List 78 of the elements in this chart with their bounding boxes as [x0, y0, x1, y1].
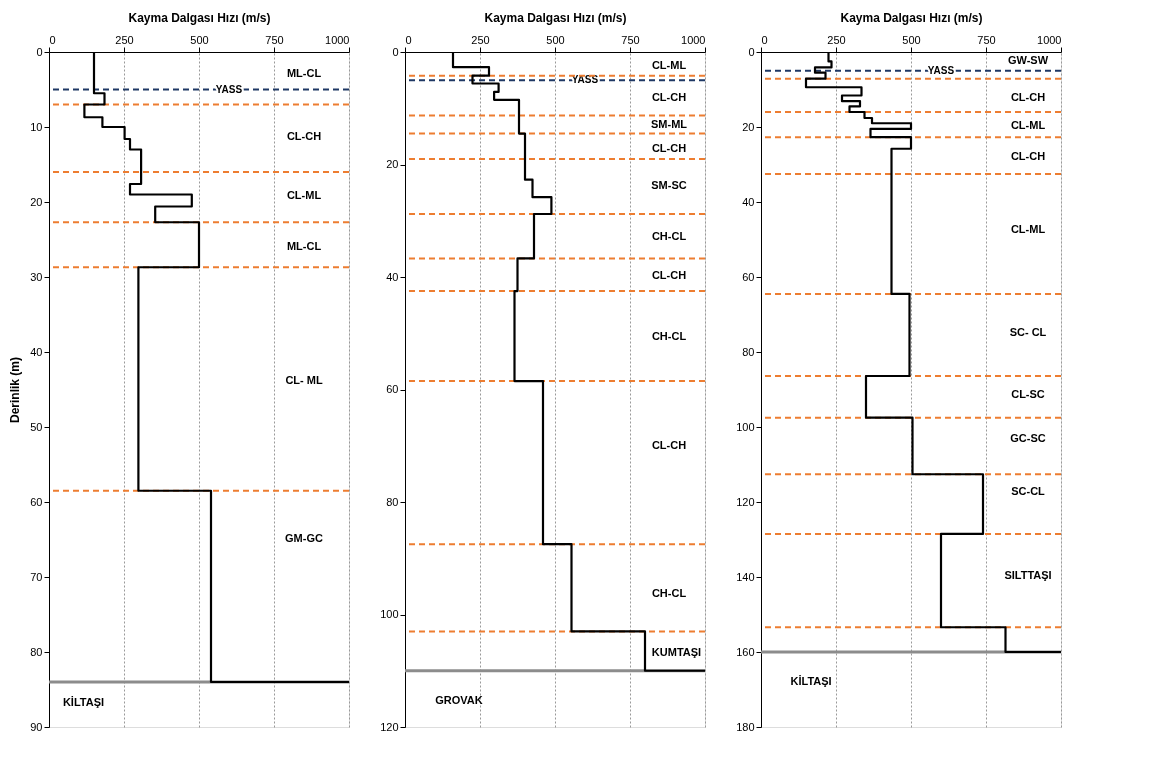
- annotation: CL-ML: [286, 189, 322, 202]
- annotation: KİLTAŞI: [790, 674, 832, 687]
- x-tick-label: 0: [405, 33, 412, 46]
- x-tick-label: 750: [977, 33, 996, 46]
- annotation: GROVAK: [435, 693, 483, 706]
- ref-line-label: YASS: [215, 83, 243, 95]
- y-tick-label: 20: [386, 158, 399, 170]
- y-tick-label: 0: [36, 45, 43, 58]
- annotation: CL-ML: [1010, 222, 1046, 235]
- annotation: ML-CL: [286, 67, 322, 80]
- annotation: SM-ML: [650, 117, 688, 130]
- x-tick-label: 750: [621, 33, 640, 46]
- x-axis-title: Kayma Dalgası Hızı (m/s): [840, 10, 983, 25]
- x-tick-label: 1000: [325, 33, 350, 46]
- annotation: CH-CL: [651, 329, 687, 342]
- y-tick-label: 60: [30, 495, 43, 508]
- annotation: CL-CH: [1010, 90, 1046, 103]
- y-tick-label: 120: [736, 495, 755, 508]
- annotation: SC- CL: [1009, 325, 1047, 338]
- annotation: KUMTAŞI: [651, 645, 702, 658]
- y-tick-label: 80: [386, 495, 399, 508]
- y-tick-label: 40: [742, 195, 755, 208]
- annotation: CL-ML: [651, 58, 687, 71]
- y-tick-label: 20: [30, 195, 43, 208]
- y-tick-label: 0: [748, 45, 755, 58]
- x-tick-label: 500: [546, 33, 565, 46]
- annotation: CL- ML: [285, 374, 323, 387]
- x-tick-label: 500: [190, 33, 209, 46]
- annotation: CL-CH: [286, 130, 322, 143]
- y-axis-title: Derinlik (m): [8, 356, 23, 424]
- y-tick-label: 80: [30, 645, 43, 658]
- x-tick-label: 1000: [681, 33, 706, 46]
- y-tick-label: 30: [30, 270, 43, 283]
- y-tick-label: 140: [736, 570, 755, 583]
- y-tick-label: 100: [380, 608, 399, 620]
- x-tick-label: 0: [49, 33, 56, 46]
- annotation: CL-CH: [651, 269, 687, 282]
- annotation: CL-CH: [651, 439, 687, 452]
- y-tick-label: 0: [392, 45, 399, 58]
- annotation: SC-CL: [1011, 485, 1046, 498]
- annotation: GM-GC: [285, 532, 323, 545]
- y-tick-label: 50: [30, 420, 43, 433]
- x-tick-label: 500: [902, 33, 921, 46]
- annotation: CL-CH: [651, 141, 687, 154]
- annotation: GC-SC: [1010, 432, 1046, 445]
- x-tick-label: 250: [471, 33, 490, 46]
- y-tick-label: 180: [736, 720, 755, 733]
- annotation: ML-CL: [286, 240, 322, 253]
- y-tick-label: 60: [386, 383, 399, 395]
- annotation: CH-CL: [651, 587, 687, 600]
- annotation: GW-SW: [1007, 54, 1049, 67]
- annotation: CL-CH: [651, 90, 687, 103]
- x-tick-label: 250: [827, 33, 846, 46]
- annotation: SM-SC: [651, 179, 687, 192]
- y-tick-label: 90: [30, 720, 43, 733]
- y-tick-label: 20: [742, 120, 755, 133]
- x-tick-label: 750: [265, 33, 284, 46]
- annotation: KİLTAŞI: [62, 695, 105, 708]
- y-tick-label: 40: [386, 270, 399, 283]
- annotation: SILTTAŞI: [1004, 568, 1052, 581]
- y-tick-label: 120: [380, 720, 399, 733]
- ref-line-label: YASS: [927, 64, 955, 76]
- y-tick-label: 70: [30, 570, 43, 583]
- x-axis-title: Kayma Dalgası Hızı (m/s): [484, 10, 627, 25]
- y-tick-label: 10: [30, 120, 43, 133]
- annotation: CH-CL: [651, 229, 687, 242]
- y-tick-label: 60: [742, 270, 755, 283]
- annotation: CL-CH: [1010, 150, 1046, 163]
- y-tick-label: 100: [736, 420, 755, 433]
- x-tick-label: 0: [761, 33, 768, 46]
- y-tick-label: 40: [30, 345, 43, 358]
- x-axis-title: Kayma Dalgası Hızı (m/s): [128, 10, 271, 25]
- annotation: CL-SC: [1011, 387, 1045, 400]
- x-tick-label: 1000: [1037, 33, 1062, 46]
- y-tick-label: 80: [742, 345, 755, 358]
- annotation: CL-ML: [1010, 118, 1046, 131]
- y-tick-label: 160: [736, 645, 755, 658]
- x-tick-label: 250: [115, 33, 134, 46]
